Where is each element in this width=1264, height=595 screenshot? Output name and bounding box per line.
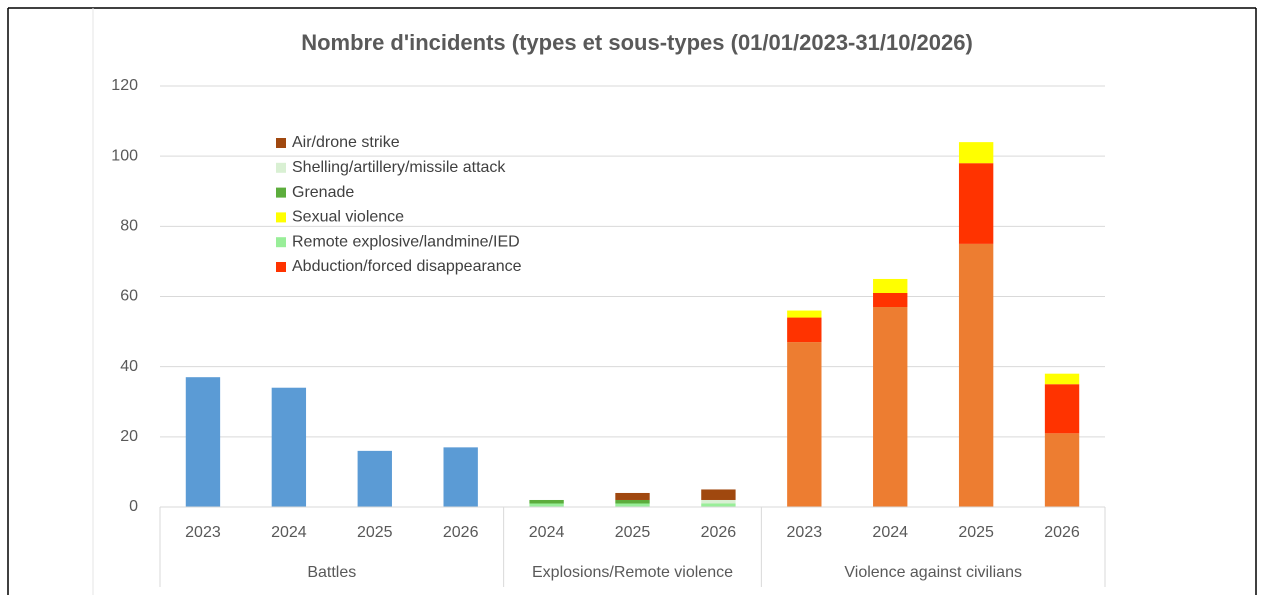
x-tick-label: 2024 (271, 524, 307, 541)
y-tick-label: 60 (120, 288, 138, 305)
legend-swatch (276, 237, 286, 248)
bar-segment (1044, 384, 1080, 434)
legend-text: Abduction/forced disappearance (292, 258, 522, 275)
legend-swatch (276, 187, 286, 198)
bar-segment (958, 142, 994, 164)
legend-swatch (276, 262, 286, 272)
group-label: Explosions/Remote violence (532, 564, 733, 581)
x-tick-label: 2024 (529, 524, 565, 541)
bar-segment (615, 499, 650, 504)
legend-text: Air/drone strike (292, 134, 400, 151)
bar-segment (271, 387, 307, 507)
x-tick-label: 2026 (1044, 524, 1080, 541)
x-tick-label: 2025 (958, 524, 994, 541)
bar-segment (615, 492, 650, 500)
y-tick-label: 80 (120, 218, 138, 235)
y-tick-label: 100 (111, 147, 138, 164)
x-tick-label: 2026 (443, 524, 479, 541)
legend-text: Grenade (292, 184, 354, 201)
bar-segment (1044, 433, 1080, 507)
bar-segment (701, 499, 736, 504)
group-label: Battles (307, 564, 356, 581)
legend-swatch (276, 212, 286, 223)
bar-segment (185, 377, 221, 507)
legend-text: Sexual violence (292, 209, 404, 226)
bar-segment (529, 503, 564, 507)
y-tick-label: 0 (129, 498, 138, 515)
bar-segment (873, 307, 908, 507)
bar-segment (701, 503, 736, 507)
x-tick-label: 2025 (615, 524, 651, 541)
x-tick-label: 2023 (787, 524, 823, 541)
bar-segment (615, 503, 650, 507)
y-tick-label: 20 (120, 428, 138, 445)
bar-segment (529, 499, 564, 504)
legend-text: Remote explosive/landmine/IED (292, 233, 520, 250)
bar-segment (701, 489, 736, 500)
x-tick-label: 2025 (357, 524, 393, 541)
legend-text: Shelling/artillery/missile attack (292, 159, 506, 176)
bar-segment (958, 243, 994, 507)
x-tick-label: 2026 (701, 524, 737, 541)
bar-segment (1044, 373, 1080, 385)
chart-title: Nombre d'incidents (types et sous-types … (301, 30, 973, 55)
x-tick-label: 2023 (185, 524, 221, 541)
bar-segment (958, 163, 994, 244)
bar-segment (787, 310, 822, 318)
y-tick-label: 40 (120, 358, 138, 375)
bar-segment (787, 342, 822, 507)
bar-segment (873, 278, 908, 293)
x-tick-label: 2024 (872, 524, 908, 541)
legend-swatch (276, 138, 286, 148)
legend-swatch (276, 162, 286, 173)
bar-segment (873, 292, 908, 308)
bar-segment (443, 447, 478, 507)
y-tick-label: 120 (111, 77, 138, 94)
bar-segment (787, 317, 822, 343)
bar-segment (357, 450, 392, 507)
group-label: Violence against civilians (844, 564, 1022, 581)
